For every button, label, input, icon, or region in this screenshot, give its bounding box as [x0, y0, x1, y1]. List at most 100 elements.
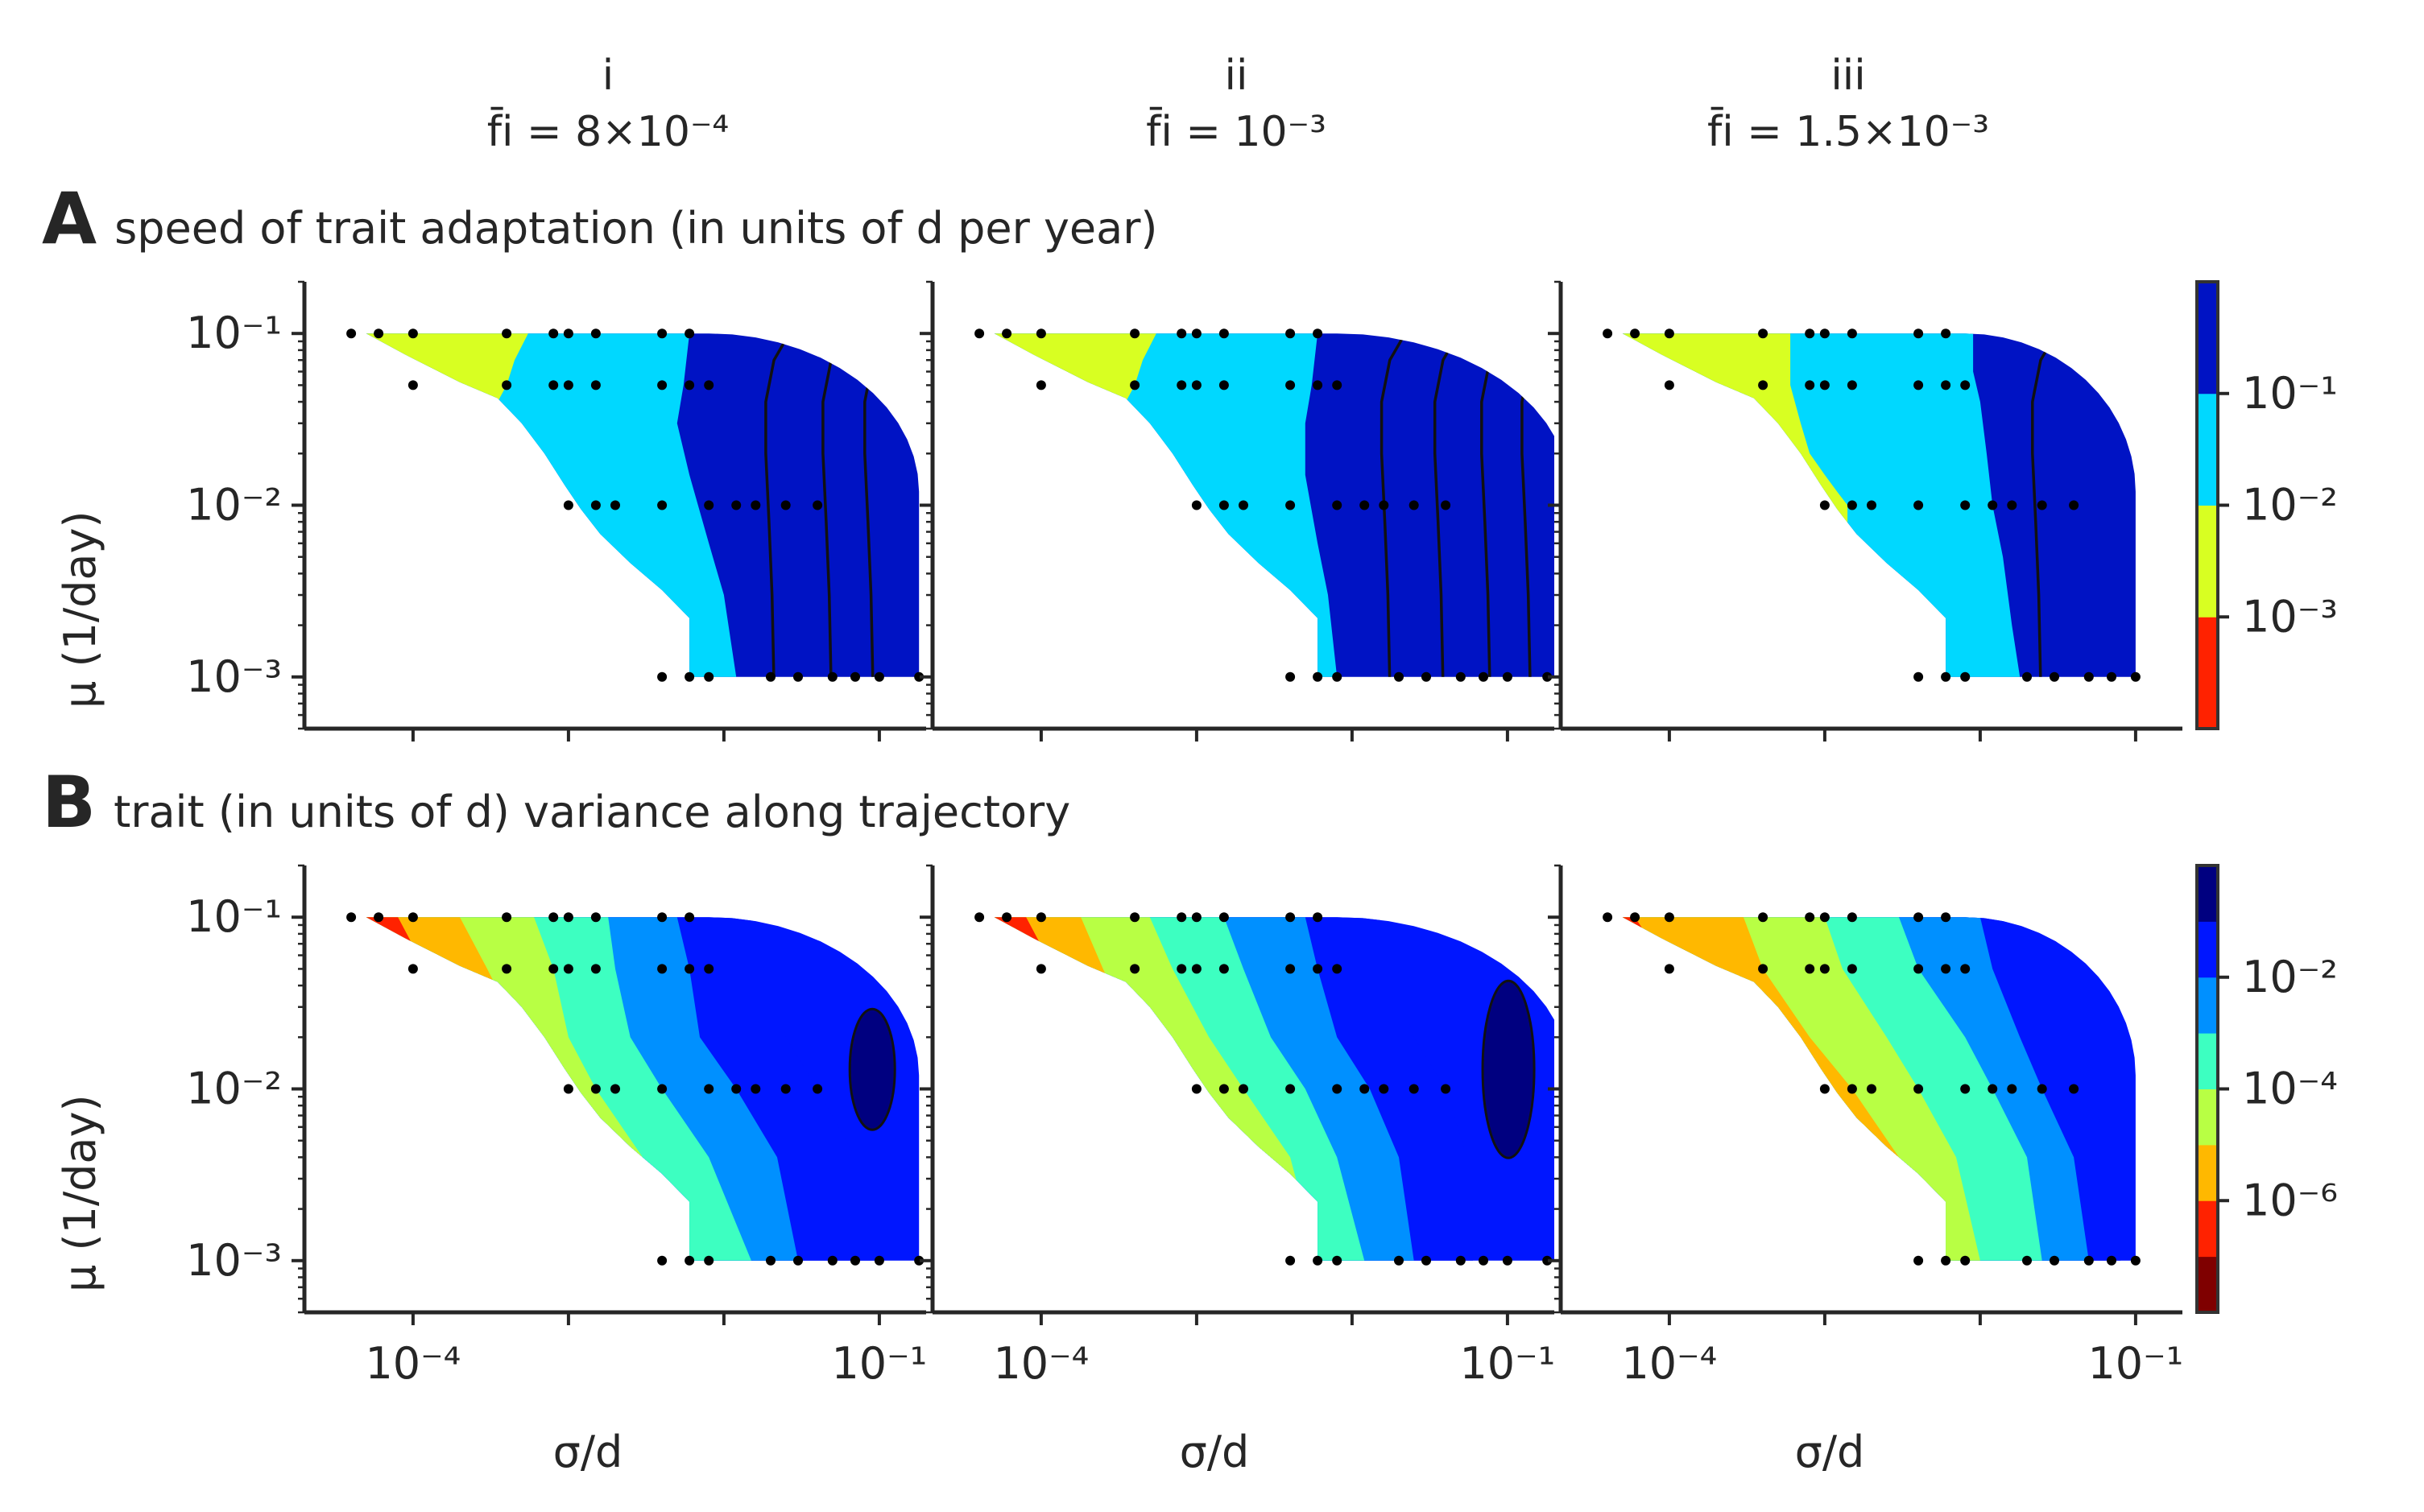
data-point: [1479, 1255, 1488, 1266]
data-point: [704, 964, 714, 974]
data-point: [1441, 1084, 1451, 1094]
data-point: [1191, 964, 1202, 974]
data-point: [1177, 964, 1187, 974]
colorbar-swatch: [2197, 977, 2218, 1034]
data-point: [914, 1255, 925, 1266]
data-point: [766, 671, 776, 682]
data-point: [1036, 328, 1046, 339]
data-point: [685, 328, 695, 339]
colorbar-swatch: [2197, 1200, 2218, 1258]
data-point: [1913, 328, 1924, 339]
data-point: [1191, 328, 1202, 339]
data-point: [1285, 500, 1296, 510]
colorbar-tick-label: 10⁻⁴: [2242, 1064, 2338, 1114]
data-point: [1960, 1255, 1971, 1266]
data-point: [1913, 671, 1924, 682]
panel-b-iii-contours: [1622, 917, 2136, 1261]
data-point: [731, 1084, 742, 1094]
data-point: [548, 328, 559, 339]
data-point: [1603, 328, 1613, 339]
data-point: [1941, 328, 1951, 339]
data-point: [780, 1084, 791, 1094]
data-point: [1191, 380, 1202, 390]
data-point: [1819, 380, 1830, 390]
data-point: [657, 380, 668, 390]
y-tick-label: 10⁻²: [186, 480, 282, 531]
panel-b-i-contours: [366, 917, 920, 1261]
data-point: [1847, 380, 1857, 390]
colorbar-swatch: [2197, 1089, 2218, 1146]
data-point: [1408, 1084, 1419, 1094]
data-point: [2037, 1084, 2047, 1094]
data-point: [657, 500, 668, 510]
data-point: [1313, 671, 1323, 682]
data-point: [1758, 912, 1768, 923]
data-point: [2037, 500, 2047, 510]
colorbar-tick-label: 10⁻²: [2242, 480, 2338, 531]
data-point: [1285, 1255, 1296, 1266]
data-point: [1758, 964, 1768, 974]
x-tick-label: 10⁻¹: [1459, 1338, 1555, 1389]
data-point: [1332, 1084, 1342, 1094]
data-point: [1805, 912, 1815, 923]
colorbar-tick-label: 10⁻⁶: [2242, 1175, 2338, 1225]
data-point: [1036, 912, 1046, 923]
data-point: [563, 380, 573, 390]
data-point: [1819, 912, 1830, 923]
data-point: [914, 671, 925, 682]
data-point: [704, 1084, 714, 1094]
data-point: [1285, 671, 1296, 682]
data-point: [751, 500, 761, 510]
data-point: [827, 1255, 838, 1266]
data-point: [1664, 912, 1674, 923]
data-point: [1359, 1084, 1370, 1094]
data-point: [1394, 1255, 1404, 1266]
colorbar-swatch: [2197, 1256, 2218, 1313]
data-point: [1359, 500, 1370, 510]
colorbar-tick-label: 10⁻³: [2242, 591, 2338, 642]
column-formula: f̄i = 8×10⁻⁴: [486, 108, 730, 156]
data-point: [2022, 671, 2032, 682]
data-point: [407, 380, 418, 390]
contour-line: [1433, 337, 1458, 677]
data-point: [1455, 671, 1466, 682]
data-point: [1313, 912, 1323, 923]
colorbar-swatch: [2197, 1033, 2218, 1089]
data-point: [1239, 1084, 1248, 1094]
data-point: [1332, 671, 1342, 682]
data-point: [1664, 964, 1674, 974]
sample-points-a-i: [346, 328, 925, 682]
contour-line: [2031, 337, 2055, 677]
data-point: [502, 380, 512, 390]
data-point: [374, 912, 384, 923]
data-point: [1960, 500, 1971, 510]
data-point: [1332, 964, 1342, 974]
data-point: [346, 912, 357, 923]
x-tick-label: 10⁻⁴: [993, 1338, 1089, 1389]
data-point: [1988, 500, 1998, 510]
data-point: [1421, 1255, 1431, 1266]
data-point: [1130, 328, 1140, 339]
data-point: [1002, 328, 1012, 339]
data-point: [751, 1084, 761, 1094]
column-header-iii: iii f̄i = 1.5×10⁻³: [1647, 55, 2050, 153]
data-point: [1819, 1084, 1830, 1094]
data-point: [1313, 1255, 1323, 1266]
panel-letter: A: [42, 177, 97, 260]
colorbar-swatch: [2197, 921, 2218, 978]
data-point: [1421, 671, 1431, 682]
y-tick-label: 10⁻¹: [186, 308, 282, 358]
colorbar-swatch: [2197, 505, 2218, 618]
data-point: [1913, 964, 1924, 974]
panel-a-i-contours: [366, 333, 920, 677]
data-point: [1664, 380, 1674, 390]
data-point: [1218, 380, 1229, 390]
data-point: [1603, 912, 1613, 923]
data-point: [2069, 500, 2079, 510]
data-point: [1218, 328, 1229, 339]
data-point: [2130, 1255, 2141, 1266]
data-point: [1379, 1084, 1389, 1094]
data-point: [407, 328, 418, 339]
data-point: [590, 500, 601, 510]
panel-b-ii-contours: [994, 917, 1554, 1261]
